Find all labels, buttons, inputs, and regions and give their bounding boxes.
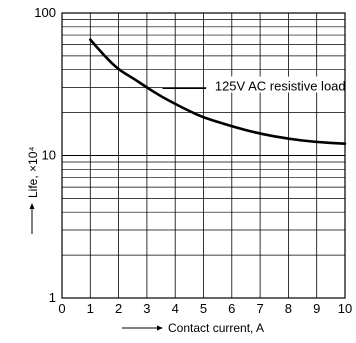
y-tick-label: 100 bbox=[34, 5, 56, 20]
x-tick-label: 3 bbox=[143, 301, 150, 316]
grid bbox=[62, 13, 345, 298]
life-curve bbox=[89, 38, 347, 146]
y-tick-label: 1 bbox=[49, 290, 56, 305]
x-tick-label: 6 bbox=[228, 301, 235, 316]
x-tick-label: 2 bbox=[115, 301, 122, 316]
x-axis-arrowhead bbox=[157, 325, 163, 331]
x-axis-label-group: Contact current, A bbox=[122, 321, 264, 335]
y-axis-arrowhead bbox=[29, 203, 35, 209]
x-tick-label: 7 bbox=[256, 301, 263, 316]
x-tick-label: 5 bbox=[200, 301, 207, 316]
x-axis-label: Contact current, A bbox=[168, 321, 264, 335]
x-tick-label: 10 bbox=[338, 301, 352, 316]
y-axis-label-group: Life, ×10⁴ bbox=[26, 146, 40, 234]
x-tick-label: 4 bbox=[172, 301, 179, 316]
plot-frame bbox=[61, 12, 346, 299]
series-layer bbox=[89, 38, 347, 146]
annotation-background bbox=[206, 76, 355, 93]
x-tick-label: 0 bbox=[58, 301, 65, 316]
y-tick-label: 10 bbox=[42, 148, 56, 163]
x-tick-label: 9 bbox=[313, 301, 320, 316]
y-axis-label: Life, ×10⁴ bbox=[26, 146, 40, 198]
annotation-label: 125V AC resistive load bbox=[215, 79, 346, 94]
x-tick-label: 8 bbox=[285, 301, 292, 316]
x-tick-label: 1 bbox=[87, 301, 94, 316]
annotation-layer: 125V AC resistive load bbox=[162, 76, 355, 94]
